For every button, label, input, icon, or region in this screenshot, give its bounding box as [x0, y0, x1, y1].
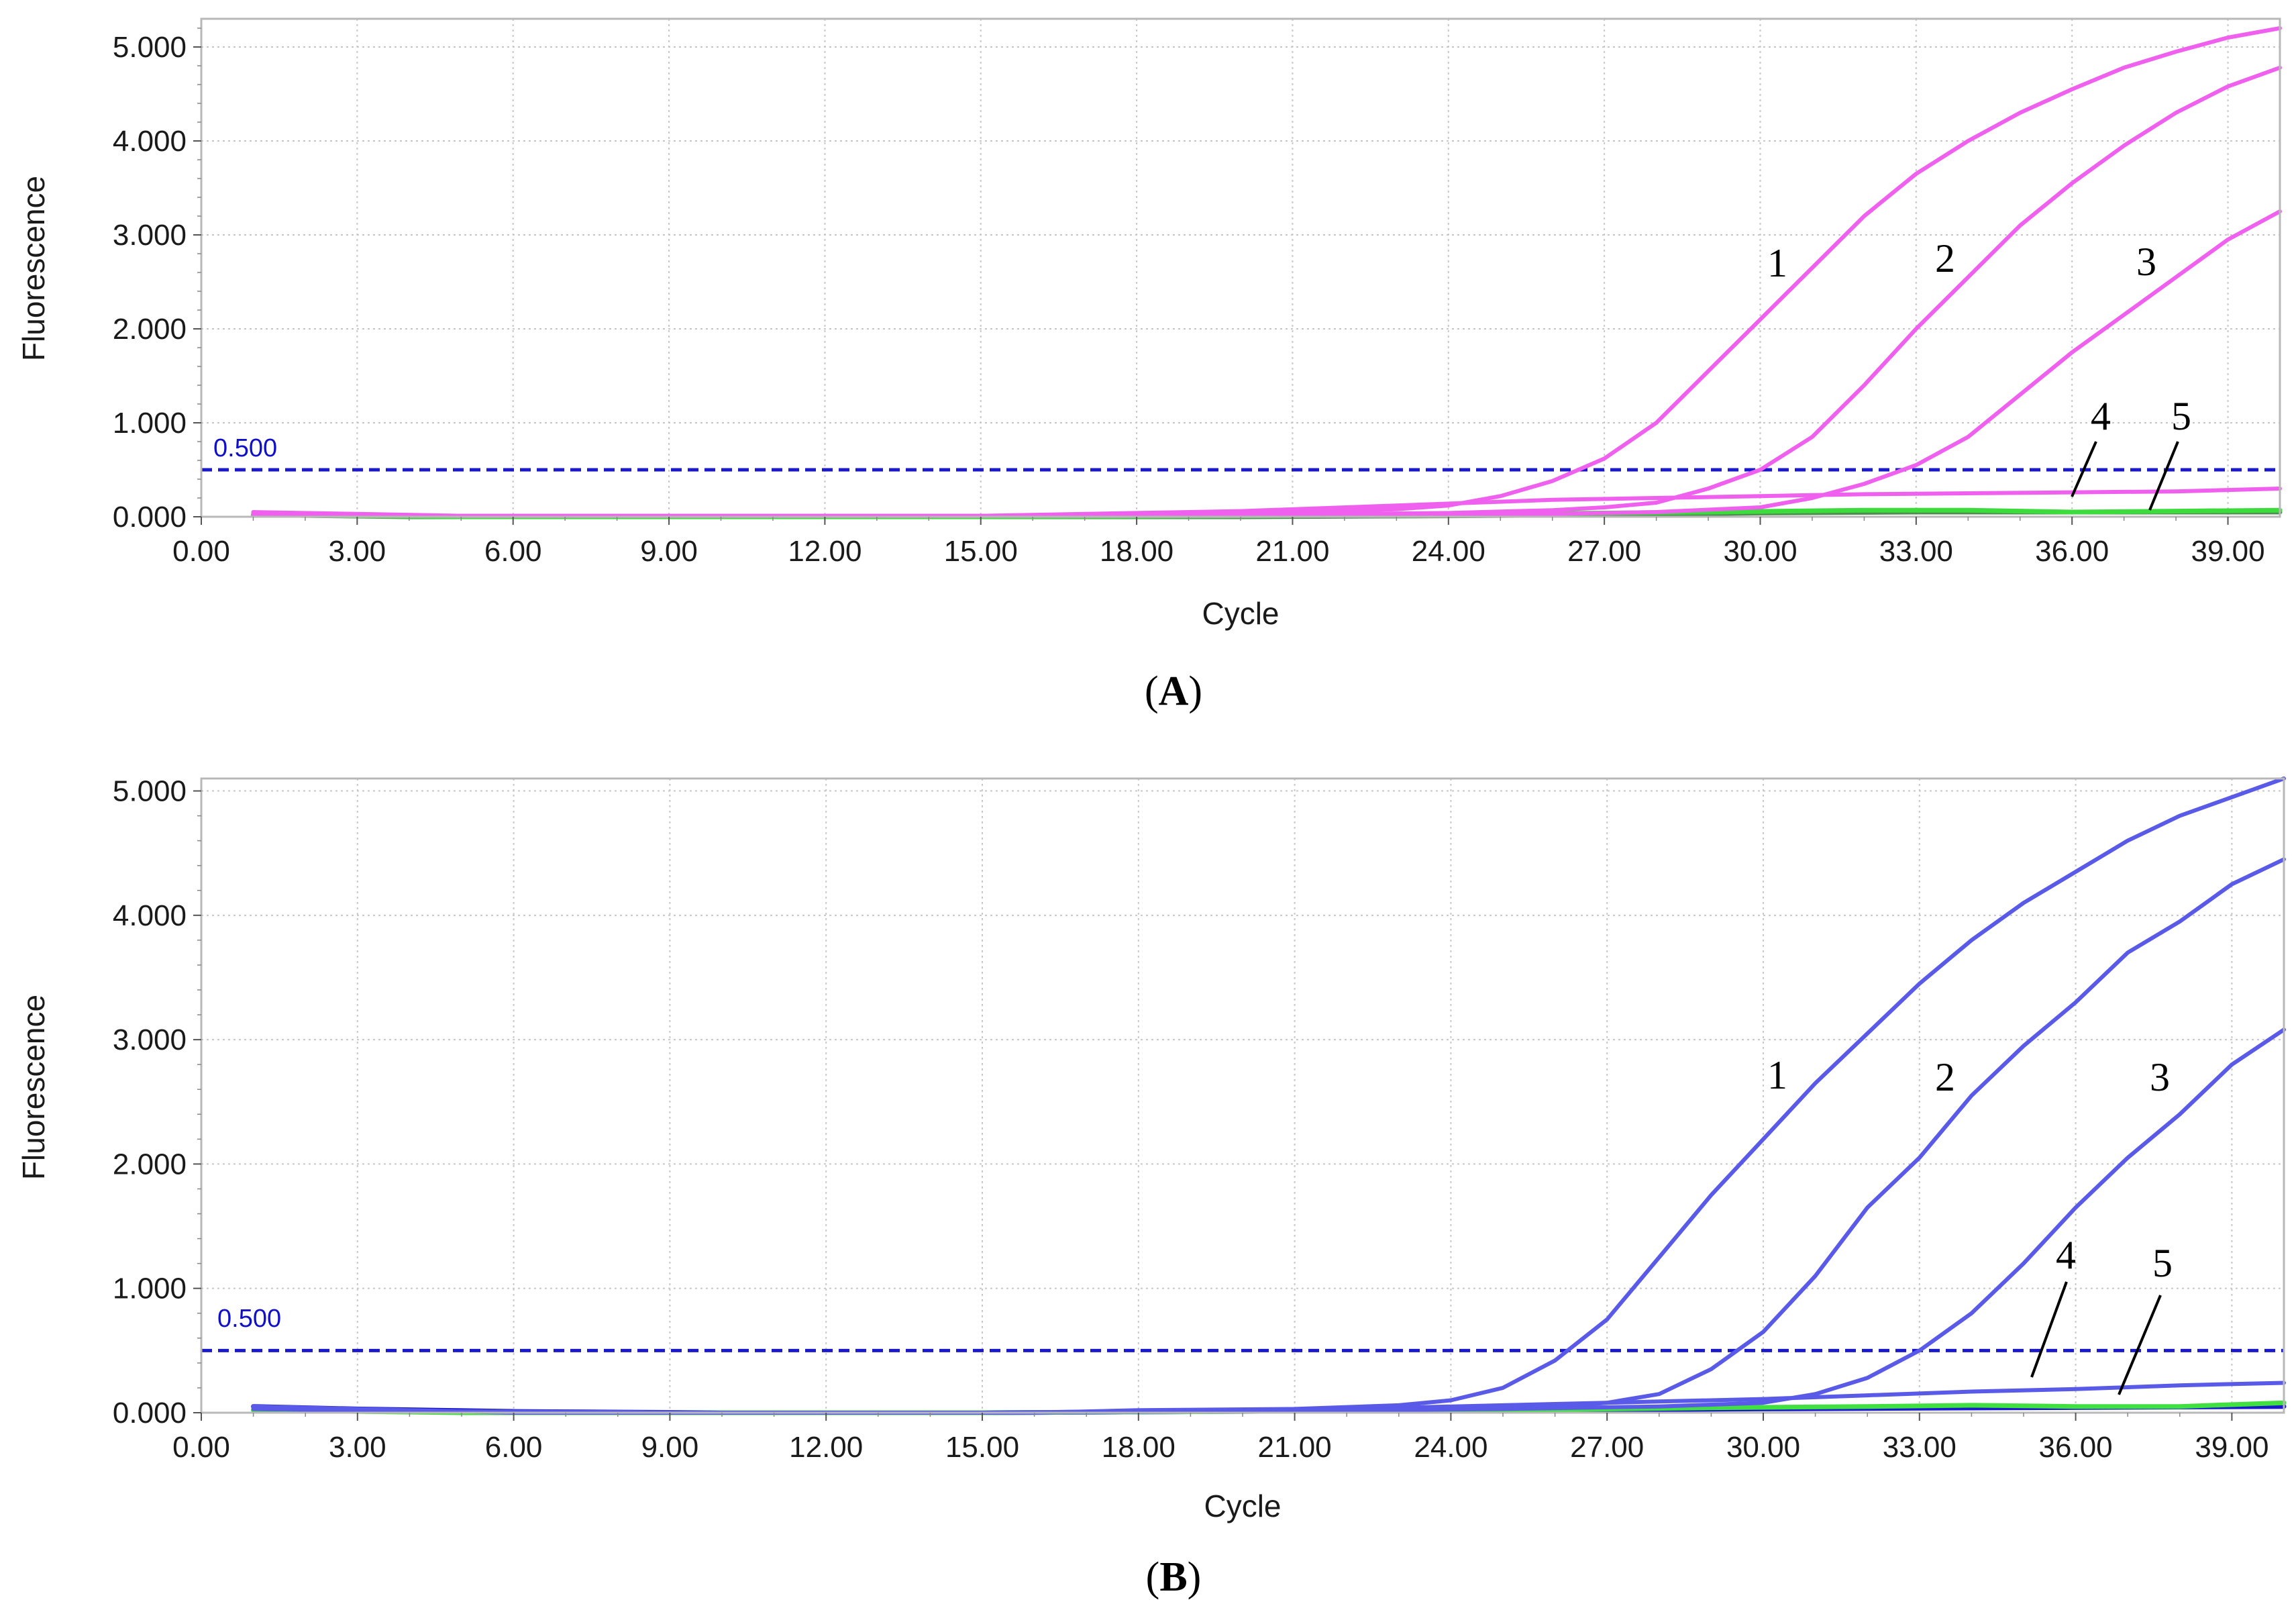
- x-tick-label: 21.00: [1258, 1431, 1332, 1464]
- x-tick-label: 33.00: [1883, 1431, 1956, 1464]
- x-tick-label: 12.00: [788, 535, 862, 568]
- panel-a: 0.000 1.000 2.000 3.000 4.000 5.000 0.00 3.00 6…: [16, 17, 2283, 714]
- threshold-label: 0.500: [217, 1305, 281, 1333]
- y-tick-label: 5.000: [113, 31, 187, 64]
- grid: [201, 779, 2284, 1413]
- x-tick-label: 21.00: [1255, 535, 1329, 568]
- x-tick-label: 3.00: [329, 535, 386, 568]
- x-axis-title: Cycle: [1204, 1489, 1281, 1523]
- caption-close: ): [1188, 668, 1202, 714]
- y-tick-label: 0.000: [113, 501, 187, 534]
- leader-line-5: [2118, 1295, 2162, 1395]
- x-tick-label: 30.00: [1726, 1431, 1800, 1464]
- y-tick-label: 5.000: [113, 775, 187, 808]
- x-tick-label: 12.00: [789, 1431, 863, 1464]
- plot-area-background: [201, 19, 2280, 517]
- y-axis-ticks: 0.000 1.000 2.000 3.000 4.000 5.000: [113, 28, 201, 534]
- x-tick-label: 15.00: [944, 535, 1018, 568]
- x-tick-label: 9.00: [641, 1431, 699, 1464]
- y-tick-label: 1.000: [113, 407, 187, 440]
- curve-label-1: 1: [1767, 1053, 1787, 1097]
- curve-label-2: 2: [1935, 1055, 1955, 1099]
- caption-close: ): [1188, 1554, 1202, 1600]
- panel-caption-b: (B): [1146, 1554, 1202, 1600]
- plot-area-background: [201, 779, 2284, 1413]
- y-tick-label: 3.000: [113, 219, 187, 252]
- y-tick-label: 4.000: [113, 125, 187, 158]
- x-tick-label: 18.00: [1102, 1431, 1176, 1464]
- x-tick-label: 27.00: [1570, 1431, 1644, 1464]
- x-tick-label: 6.00: [485, 1431, 543, 1464]
- curve-label-3: 3: [2150, 1055, 2170, 1099]
- x-tick-label: 27.00: [1567, 535, 1641, 568]
- leader-line-4: [2071, 441, 2097, 497]
- leader-line-5: [2148, 441, 2179, 511]
- curve-label-1: 1: [1767, 241, 1787, 285]
- x-tick-label: 24.00: [1412, 535, 1485, 568]
- curve-label-5: 5: [2152, 1241, 2173, 1285]
- x-tick-label: 33.00: [1879, 535, 1953, 568]
- curve-label-4: 4: [2091, 394, 2111, 438]
- x-tick-label: 18.00: [1100, 535, 1173, 568]
- grid: [201, 19, 2280, 517]
- x-tick-label: 39.00: [2191, 535, 2264, 568]
- x-tick-label: 30.00: [1723, 535, 1797, 568]
- curve-label-5: 5: [2171, 394, 2191, 438]
- x-tick-label: 6.00: [484, 535, 542, 568]
- y-tick-label: 1.000: [113, 1272, 187, 1305]
- y-tick-label: 0.000: [113, 1397, 187, 1429]
- y-tick-label: 3.000: [113, 1023, 187, 1056]
- y-axis-title: Fluorescence: [16, 995, 51, 1180]
- x-tick-label: 39.00: [2195, 1431, 2268, 1464]
- caption-open: (: [1145, 668, 1159, 714]
- panel-caption-a: (A): [1145, 668, 1202, 714]
- curve-label-2: 2: [1935, 236, 1955, 281]
- x-tick-label: 24.00: [1414, 1431, 1488, 1464]
- y-axis-ticks: 0.000 1.000 2.000 3.000 4.000 5.000: [113, 775, 201, 1429]
- x-tick-label: 36.00: [2035, 535, 2109, 568]
- x-tick-label: 0.00: [172, 1431, 230, 1464]
- caption-letter: B: [1159, 1554, 1187, 1600]
- panel-b: 0.000 1.000 2.000 3.000 4.000 5.000 0.00 3.00 6…: [16, 775, 2287, 1600]
- y-axis-title: Fluorescence: [16, 176, 51, 361]
- curve-label-4: 4: [2056, 1233, 2076, 1277]
- x-tick-label: 3.00: [329, 1431, 386, 1464]
- x-tick-label: 36.00: [2039, 1431, 2113, 1464]
- y-tick-label: 2.000: [113, 1148, 187, 1181]
- threshold-label: 0.500: [213, 434, 277, 462]
- caption-letter: A: [1159, 668, 1189, 714]
- x-axis-title: Cycle: [1202, 596, 1279, 631]
- caption-open: (: [1146, 1554, 1160, 1600]
- x-axis-ticks: 0.00 3.00 6.00 9.00 12.00 15.00 18.00 21.00 24.0…: [172, 1413, 2268, 1464]
- y-tick-label: 2.000: [113, 313, 187, 346]
- curve-label-3: 3: [2136, 240, 2156, 284]
- x-tick-label: 9.00: [640, 535, 698, 568]
- x-axis-ticks: 0.00 3.00 6.00 9.00 12.00 15.00 18.00 21.00 24.0…: [172, 517, 2265, 568]
- leader-line-4: [2030, 1281, 2068, 1378]
- y-tick-label: 4.000: [113, 899, 187, 932]
- x-tick-label: 15.00: [945, 1431, 1019, 1464]
- x-tick-label: 0.00: [172, 535, 230, 568]
